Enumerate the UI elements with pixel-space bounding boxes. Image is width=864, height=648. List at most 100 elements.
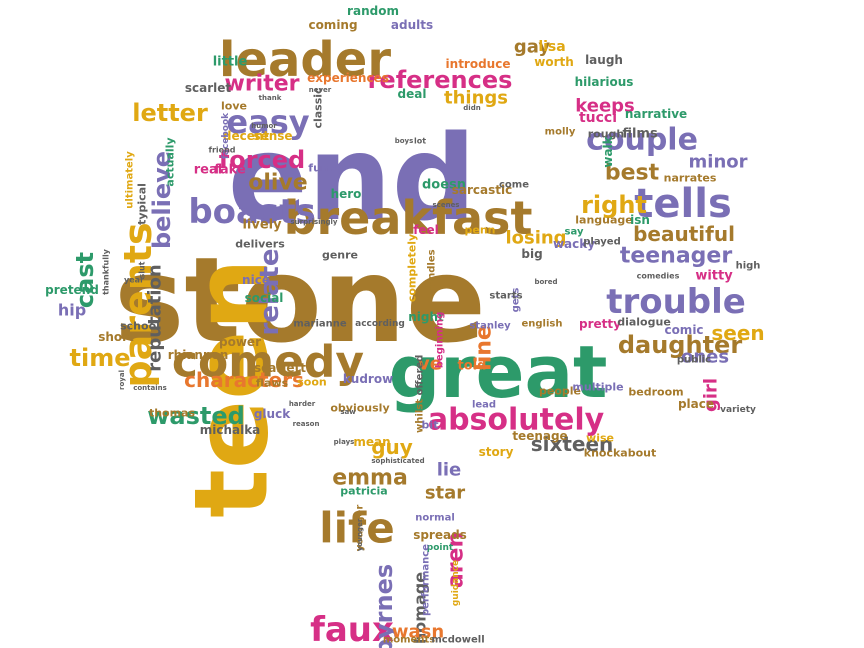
cloud-word: ultimately <box>125 151 136 209</box>
cloud-word: star <box>425 483 465 504</box>
cloud-word: dialogue <box>617 316 671 329</box>
cloud-word: lead <box>472 400 496 411</box>
cloud-word: comic <box>664 323 703 337</box>
cloud-word: humor <box>251 122 277 130</box>
cloud-word: classic <box>312 87 325 128</box>
cloud-word: mcdowell <box>431 635 484 646</box>
cloud-word: high <box>736 261 761 272</box>
cloud-word: big <box>521 247 542 261</box>
cloud-word: actually <box>164 137 177 186</box>
cloud-word: comedies <box>637 272 680 281</box>
cloud-word: boasts <box>188 192 315 232</box>
cloud-word: decent <box>223 129 270 143</box>
cloud-word: daughter <box>618 331 742 359</box>
cloud-word: reason <box>293 420 320 428</box>
cloud-word: wacky <box>553 237 595 251</box>
cloud-word: believe <box>148 151 176 249</box>
cloud-word: fake <box>214 163 246 178</box>
cloud-word: stanley <box>469 321 511 332</box>
cloud-word: aren <box>444 532 469 588</box>
cloud-word: little <box>213 55 248 70</box>
cloud-word: patricia <box>340 485 387 498</box>
cloud-word: byrnes <box>370 564 398 648</box>
cloud-word: writer <box>224 72 299 97</box>
cloud-word: beautiful <box>633 222 735 246</box>
cloud-word: year <box>124 276 144 285</box>
cloud-word: nice <box>242 273 270 287</box>
cloud-word: knockabout <box>584 447 656 460</box>
cloud-word: performance <box>421 544 432 616</box>
cloud-word: line <box>472 325 497 371</box>
cloud-word: emma <box>332 466 408 491</box>
cloud-word: lively <box>242 218 282 233</box>
cloud-word: gets <box>511 288 522 313</box>
cloud-word: parents <box>116 222 160 387</box>
cloud-word: typical <box>136 183 149 225</box>
cloud-word: tells <box>634 181 731 227</box>
cloud-word: relate <box>255 249 285 336</box>
cloud-word: rough <box>588 128 625 141</box>
cloud-word: losing <box>505 228 566 249</box>
cloud-word: sophisticated <box>371 457 424 465</box>
cloud-word: experiences <box>307 71 389 85</box>
cloud-word: hip <box>58 301 86 320</box>
cloud-word: teenager <box>620 244 733 269</box>
cloud-word: english <box>522 319 563 330</box>
cloud-word: coming <box>308 18 357 32</box>
cloud-word: younger <box>356 518 364 551</box>
cloud-word: best <box>605 161 660 186</box>
cloud-word: wise <box>586 432 614 445</box>
cloud-word: thank <box>259 94 282 102</box>
cloud-word: right <box>581 191 647 219</box>
cloud-word: teenage <box>512 429 567 443</box>
cloud-word: introduce <box>446 57 511 71</box>
cloud-word: gay <box>514 37 550 58</box>
cloud-word: feel <box>413 223 439 237</box>
cloud-word: forced <box>219 146 305 174</box>
cloud-word: didn <box>463 104 480 112</box>
cloud-word: whilst <box>415 399 426 433</box>
cloud-word: laugh <box>585 53 623 67</box>
cloud-word: rhiannon <box>168 348 229 362</box>
cloud-word: scarlet <box>185 81 232 95</box>
cloud-word: power <box>219 335 261 349</box>
cloud-word: scarlett <box>254 361 306 375</box>
cloud-word: lot <box>414 137 426 146</box>
cloud-word: school <box>120 320 160 333</box>
cloud-word: royal <box>118 370 126 390</box>
cloud-word: great <box>389 330 608 414</box>
cloud-word: candles <box>427 249 438 292</box>
cloud-word: keeps <box>575 96 635 117</box>
cloud-word: molly <box>545 127 576 138</box>
cloud-word: obviously <box>330 402 389 415</box>
cloud-word: olive <box>248 171 307 196</box>
cloud-word: slut <box>138 261 147 278</box>
cloud-word: normal <box>415 513 455 524</box>
cloud-word: comedy <box>172 337 364 388</box>
cloud-word: according <box>355 319 405 329</box>
cloud-word: worth <box>534 55 574 69</box>
cloud-word: offered <box>415 355 426 396</box>
cloud-word: cast <box>71 252 99 308</box>
cloud-word: lie <box>437 460 462 481</box>
cloud-word: teen <box>173 258 292 518</box>
cloud-word: seen <box>711 321 764 345</box>
cloud-word: surprisingly <box>291 218 338 226</box>
cloud-word: place <box>678 397 714 411</box>
cloud-word: easy <box>226 103 309 141</box>
cloud-word: leader <box>219 32 391 88</box>
cloud-word: public <box>677 355 711 366</box>
cloud-word: played <box>583 237 621 248</box>
cloud-word: spreads <box>413 528 467 542</box>
cloud-word: hero <box>331 187 362 201</box>
cloud-word: narrative <box>625 107 687 121</box>
cloud-word: kudrow <box>343 372 393 386</box>
cloud-word: guy <box>371 435 413 459</box>
cloud-word: come <box>499 180 529 191</box>
cloud-word: funny <box>308 162 343 175</box>
cloud-word: beginning <box>435 312 446 368</box>
cloud-word: saw <box>340 408 356 416</box>
cloud-word: scenes <box>433 201 460 209</box>
